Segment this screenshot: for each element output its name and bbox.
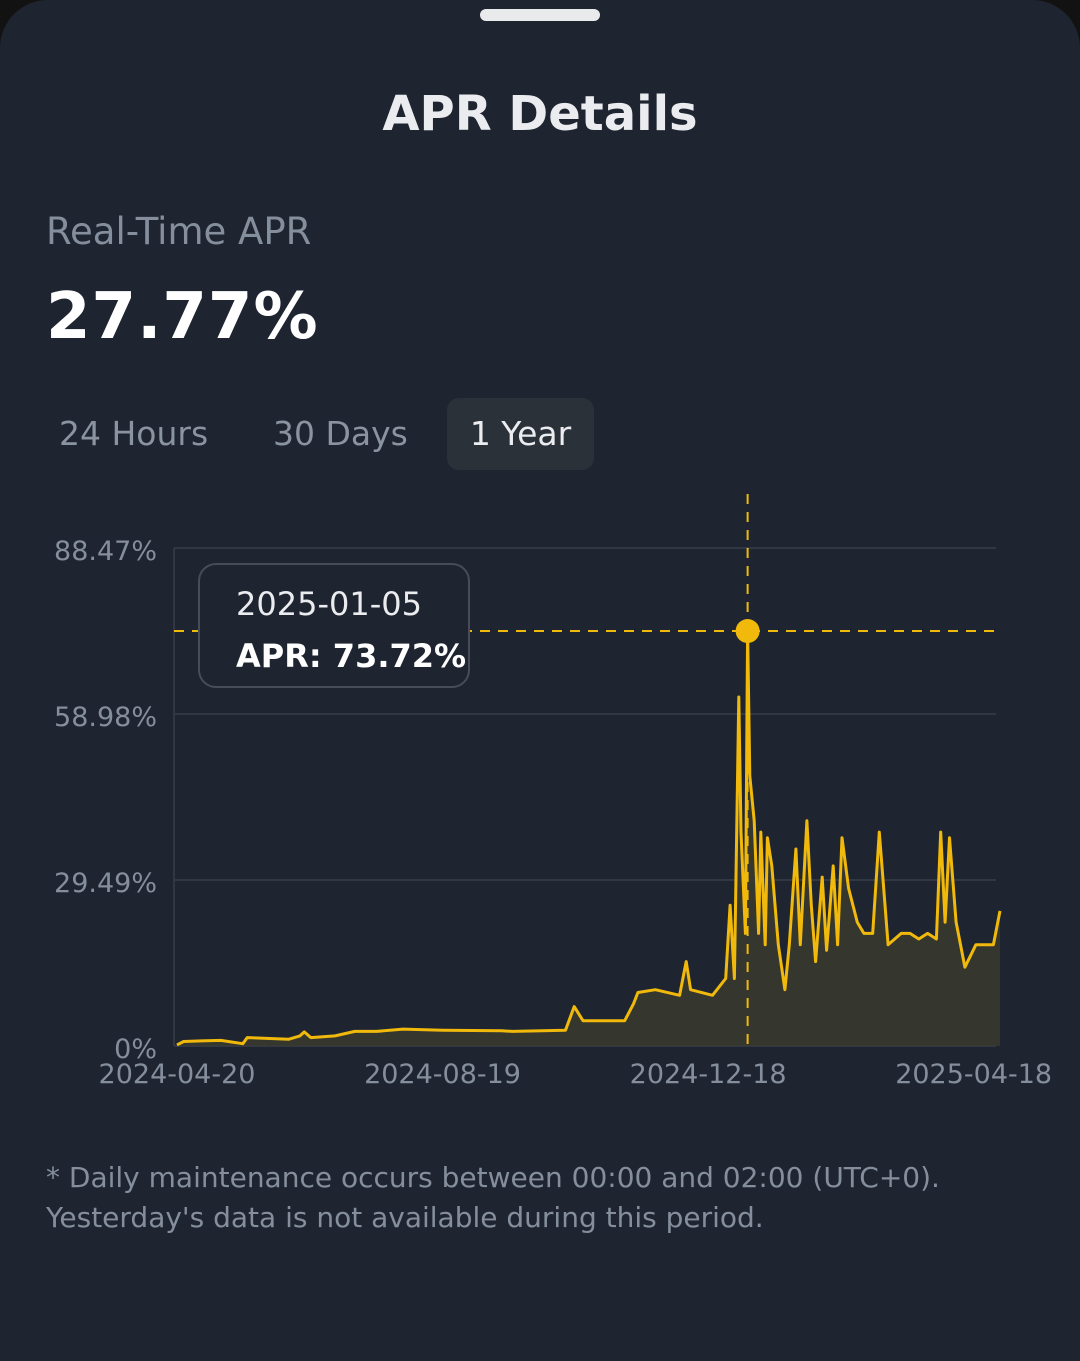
realtime-apr-label: Real-Time APR: [46, 210, 312, 253]
y-tick-label: 88.47%: [54, 536, 157, 567]
chart-tooltip: 2025-01-05 APR: 73.72%: [198, 563, 470, 688]
period-tabs: 24 Hours 30 Days 1 Year: [0, 398, 700, 470]
series-line: [176, 629, 1002, 1047]
x-tick-label: 2025-04-18: [895, 1059, 1052, 1090]
tab-1-year[interactable]: 1 Year: [447, 398, 594, 470]
y-tick-label: 58.98%: [54, 702, 157, 733]
apr-chart[interactable]: 0% 29.49% 58.98% 88.47% 2024-04-20 2024-08-19…: [0, 480, 1080, 1100]
tooltip-apr: APR: 73.72%: [236, 637, 467, 675]
tab-24-hours[interactable]: 24 Hours: [59, 414, 209, 453]
x-tick-label: 2024-04-20: [99, 1059, 256, 1090]
sheet-title: APR Details: [382, 86, 698, 142]
y-tick-label: 29.49%: [54, 868, 157, 899]
y-tick-label: 0%: [114, 1034, 157, 1065]
tooltip-date: 2025-01-05: [236, 585, 422, 623]
note-line-2: Yesterday's data is not available during…: [46, 1201, 764, 1234]
highlight-point: [735, 619, 760, 644]
x-tick-label: 2024-12-18: [630, 1059, 787, 1090]
series-area: [177, 631, 1000, 1046]
note-line-1: * Daily maintenance occurs between 00:00…: [46, 1161, 940, 1194]
realtime-apr-value: 27.77%: [46, 280, 319, 354]
maintenance-note: * Daily maintenance occurs between 00:00…: [46, 1158, 1036, 1238]
tab-30-days[interactable]: 30 Days: [273, 414, 408, 453]
x-tick-label: 2024-08-19: [364, 1059, 521, 1090]
drag-handle[interactable]: [480, 9, 600, 21]
